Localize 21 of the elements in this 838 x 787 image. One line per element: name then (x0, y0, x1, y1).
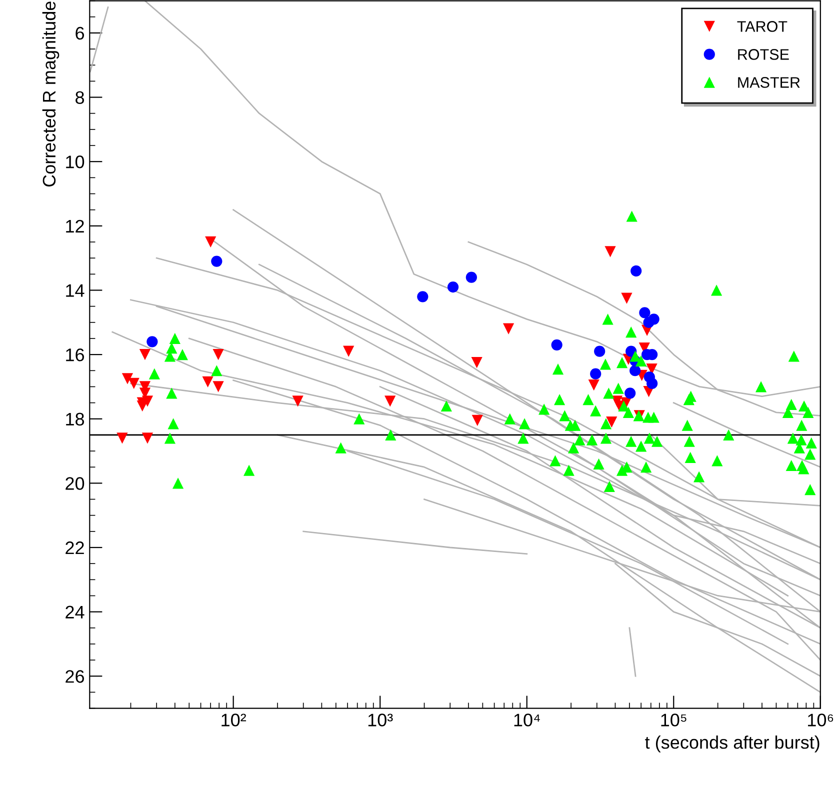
y-tick-label: 22 (66, 541, 84, 554)
y-tick-label: 12 (66, 220, 84, 232)
y-tick-label: 18 (66, 412, 84, 426)
y-tick-label: 26 (66, 670, 84, 683)
y-tick-label: 14 (66, 284, 84, 297)
y-tick-label: 10 (66, 156, 84, 168)
x-axis-title: t (seconds after burst) (645, 736, 820, 752)
y-axis-title: Corrected R magnitude (42, 2, 60, 187)
x-tick-label: 10⁵ (661, 714, 686, 726)
y-tick-label: 8 (76, 91, 84, 104)
y-tick-label: 16 (66, 348, 84, 362)
x-tick-label: 10³ (368, 714, 393, 726)
y-tick-label: 24 (66, 606, 84, 618)
y-tick-label: 6 (76, 26, 84, 40)
y-tick-label: 20 (66, 477, 84, 490)
x-tick-label: 10² (222, 714, 246, 726)
legend-label: ROTSE (738, 49, 789, 60)
x-tick-label: 10⁴ (514, 714, 540, 726)
x-tick-label: 10⁶ (808, 714, 834, 726)
legend-label: MASTER (738, 77, 800, 88)
legend-label: TAROT (737, 21, 788, 32)
